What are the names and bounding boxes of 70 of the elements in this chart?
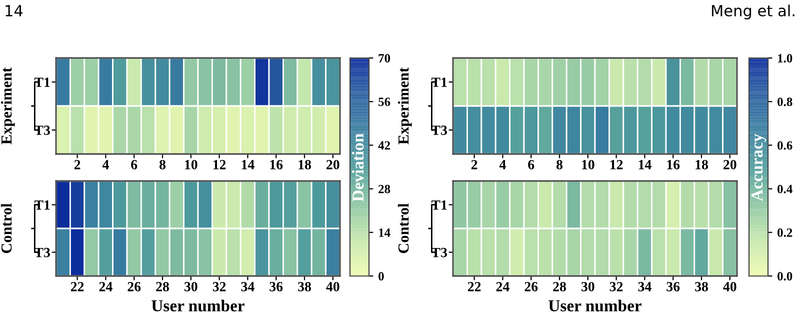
x-tick-label: 36 <box>666 282 680 292</box>
x-tick-label: 22 <box>468 282 481 292</box>
y-tick-label: T1 <box>34 200 50 210</box>
x-axis-title: User number <box>548 300 642 312</box>
x-tick-label: 18 <box>298 160 311 170</box>
x-tick-label: 38 <box>695 282 708 292</box>
y-tick-label: T3 <box>431 126 447 135</box>
color-bar-label: 0.2 <box>778 228 792 237</box>
y-tick-label: T3 <box>34 126 50 135</box>
x-tick-label: 34 <box>241 282 254 292</box>
x-tick-label: 10 <box>582 160 594 170</box>
y-axis-title: Experiment <box>398 67 412 144</box>
x-tick-label: 16 <box>667 160 680 170</box>
x-tick-label: 10 <box>185 160 198 170</box>
x-tick-label: 14 <box>638 160 652 170</box>
x-tick-label: 8 <box>159 160 166 170</box>
x-tick-label: 2 <box>74 160 80 170</box>
x-tick-label: 26 <box>524 282 538 292</box>
x-tick-label: 40 <box>723 282 736 292</box>
text: 14 <box>6 5 23 16</box>
x-axis-title: User number <box>152 300 244 312</box>
x-tick-label: 30 <box>581 282 594 292</box>
color-bar-label: 0.6 <box>778 141 792 150</box>
x-tick-label: 20 <box>724 160 736 170</box>
color-bar-label: 28 <box>378 184 390 194</box>
x-tick-label: 14 <box>242 160 254 170</box>
color-bar-label: 0.8 <box>778 98 792 106</box>
x-tick-label: 32 <box>610 282 623 292</box>
color-bar-label: 56 <box>378 98 390 106</box>
x-tick-label: 18 <box>696 160 708 170</box>
y-tick-label: T3 <box>34 248 50 258</box>
color-bar-title: Deviation <box>352 133 364 202</box>
text: Meng et al. <box>712 4 794 20</box>
x-tick-label: 36 <box>270 282 283 292</box>
x-tick-label: 4 <box>499 160 506 170</box>
x-tick-label: 6 <box>131 160 138 170</box>
color-bar-label: 70 <box>378 54 390 62</box>
y-tick-label: T1 <box>34 78 50 87</box>
x-tick-label: 24 <box>496 282 510 292</box>
x-tick-label: 26 <box>128 282 141 292</box>
x-tick-label: 6 <box>528 160 534 170</box>
x-tick-label: 12 <box>610 160 623 170</box>
color-bar-label: 0.0 <box>778 272 792 281</box>
y-axis-title: Control <box>398 203 409 254</box>
x-tick-label: 4 <box>102 160 109 170</box>
color-bar-label: 42 <box>378 141 390 150</box>
x-tick-label: 16 <box>270 160 283 170</box>
x-tick-label: 2 <box>471 160 478 170</box>
color-bar-label: 0 <box>378 272 384 280</box>
x-tick-label: 20 <box>326 160 340 170</box>
x-tick-label: 24 <box>99 282 112 292</box>
x-tick-label: 38 <box>298 282 311 292</box>
y-axis-title: Control <box>0 203 12 254</box>
x-tick-label: 32 <box>212 282 226 292</box>
x-tick-label: 8 <box>556 160 563 170</box>
color-bar-label: 14 <box>379 228 390 237</box>
x-tick-label: 30 <box>184 282 198 292</box>
x-tick-label: 40 <box>326 282 340 292</box>
color-bar-title: Accuracy <box>751 134 766 202</box>
y-tick-label: T1 <box>431 78 447 87</box>
y-tick-label: T1 <box>431 200 447 210</box>
y-tick-label: T3 <box>431 248 447 258</box>
color-bar-label: 1.0 <box>778 54 792 63</box>
x-tick-label: 28 <box>553 282 566 292</box>
x-tick-label: 34 <box>638 282 652 292</box>
x-tick-label: 12 <box>213 160 226 170</box>
color-bar-label: 0.4 <box>778 184 792 194</box>
x-tick-label: 22 <box>70 282 84 292</box>
y-axis-title: Experiment <box>0 67 15 144</box>
x-tick-label: 28 <box>156 282 169 292</box>
